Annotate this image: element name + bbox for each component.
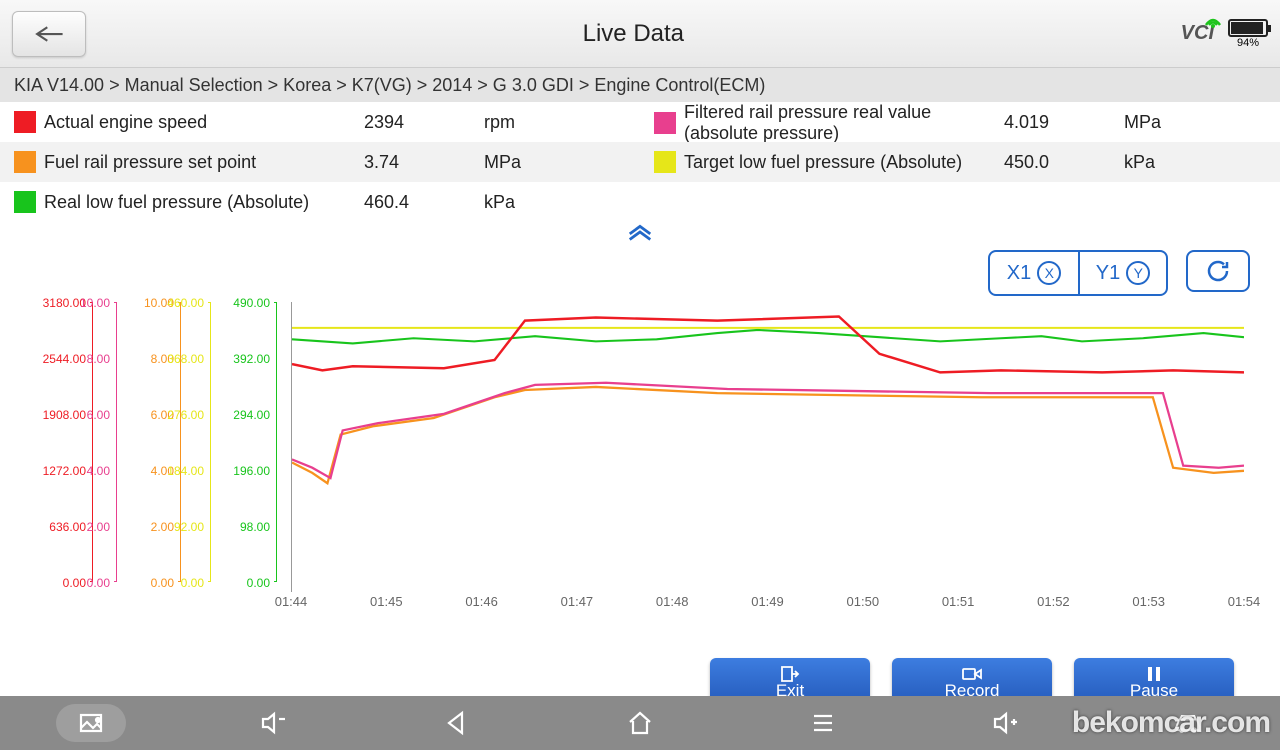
refresh-button[interactable] bbox=[1186, 250, 1250, 292]
legend-unit: kPa bbox=[1124, 152, 1244, 173]
chart-area: 3180.002544.001908.001272.00636.000.0010… bbox=[16, 302, 1264, 612]
screenshot-nav-button[interactable] bbox=[21, 704, 161, 742]
chart-y-axis: 490.00392.00294.00196.0098.000.00 bbox=[16, 302, 274, 582]
legend-name: Real low fuel pressure (Absolute) bbox=[44, 192, 364, 213]
legend-unit: rpm bbox=[484, 112, 604, 133]
back-nav-button[interactable] bbox=[387, 708, 527, 738]
page-title: Live Data bbox=[86, 20, 1181, 48]
collapse-toggle[interactable] bbox=[0, 222, 1280, 250]
legend-swatch bbox=[14, 191, 36, 213]
legend-value: 460.4 bbox=[364, 192, 484, 213]
header: Live Data VCI 94% bbox=[0, 0, 1280, 68]
legend-swatch bbox=[654, 151, 676, 173]
legend-name: Fuel rail pressure set point bbox=[44, 152, 364, 173]
legend-unit: MPa bbox=[1124, 112, 1244, 133]
legend-value: 2394 bbox=[364, 112, 484, 133]
legend-name: Target low fuel pressure (Absolute) bbox=[684, 152, 1004, 173]
chart-series-line bbox=[292, 330, 1244, 343]
legend-value: 4.019 bbox=[1004, 112, 1124, 133]
breadcrumb: KIA V14.00 > Manual Selection > Korea > … bbox=[0, 68, 1280, 102]
battery-icon bbox=[1228, 19, 1268, 37]
volume-up-nav-button[interactable] bbox=[936, 708, 1076, 738]
chart-plot[interactable] bbox=[291, 302, 1244, 592]
legend-row[interactable]: Target low fuel pressure (Absolute) 450.… bbox=[640, 142, 1280, 182]
legend-name: Filtered rail pressure real value (absol… bbox=[684, 102, 1004, 143]
legend-swatch bbox=[654, 112, 676, 134]
back-button[interactable] bbox=[12, 11, 86, 57]
vci-status-icon: VCI bbox=[1181, 22, 1214, 45]
chart-series-line bbox=[292, 317, 1244, 373]
chart-series-line bbox=[292, 387, 1244, 483]
axis-scale-toggle: X1X Y1Y bbox=[988, 250, 1168, 296]
battery-status: 94% bbox=[1228, 19, 1268, 49]
volume-down-nav-button[interactable] bbox=[204, 708, 344, 738]
legend-row[interactable]: Fuel rail pressure set point 3.74 MPa bbox=[0, 142, 640, 182]
system-navbar bbox=[0, 696, 1280, 750]
x-scale-button[interactable]: X1X bbox=[990, 252, 1078, 294]
y-scale-button[interactable]: Y1Y bbox=[1078, 252, 1166, 294]
chart-x-axis: 01:4401:4501:4601:4701:4801:4901:5001:51… bbox=[291, 594, 1244, 612]
legend-table: Actual engine speed 2394 rpm Filtered ra… bbox=[0, 102, 1280, 222]
legend-row[interactable]: Actual engine speed 2394 rpm bbox=[0, 102, 640, 142]
home-nav-button[interactable] bbox=[570, 708, 710, 738]
legend-swatch bbox=[14, 111, 36, 133]
recents-nav-button[interactable] bbox=[753, 708, 893, 738]
legend-swatch bbox=[14, 151, 36, 173]
legend-name: Actual engine speed bbox=[44, 112, 364, 133]
legend-unit: MPa bbox=[484, 152, 604, 173]
legend-row[interactable]: Filtered rail pressure real value (absol… bbox=[640, 102, 1280, 142]
car-nav-button[interactable] bbox=[1118, 708, 1258, 738]
legend-value: 450.0 bbox=[1004, 152, 1124, 173]
legend-value: 3.74 bbox=[364, 152, 484, 173]
legend-row[interactable]: Real low fuel pressure (Absolute) 460.4 … bbox=[0, 182, 640, 222]
legend-unit: kPa bbox=[484, 192, 604, 213]
